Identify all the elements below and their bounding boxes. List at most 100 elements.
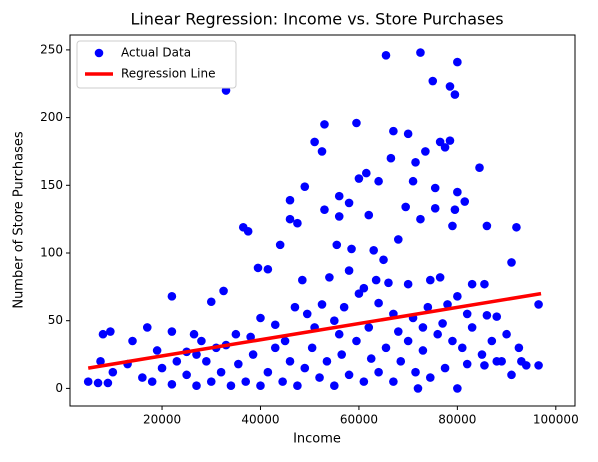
data-point	[512, 222, 521, 232]
data-point	[167, 380, 177, 389]
data-point	[206, 377, 216, 386]
data-point	[403, 279, 413, 289]
data-point	[453, 57, 462, 67]
data-point	[270, 320, 280, 330]
data-point	[334, 329, 344, 339]
regression-line	[87, 291, 542, 370]
data-point	[396, 357, 406, 366]
data-point	[138, 373, 147, 382]
y-tick-label: 200	[40, 110, 63, 124]
data-point	[425, 275, 435, 285]
data-point	[234, 359, 243, 369]
x-tick-label: 80000	[438, 413, 476, 427]
data-point	[128, 336, 137, 346]
data-point	[477, 350, 487, 359]
data-point	[263, 264, 273, 274]
data-point	[425, 373, 435, 382]
data-point	[300, 363, 310, 373]
data-point	[371, 275, 381, 285]
data-point	[157, 363, 167, 373]
data-point	[307, 343, 317, 353]
data-point	[202, 357, 211, 366]
data-point	[352, 118, 361, 128]
data-point	[453, 187, 462, 197]
data-point	[206, 297, 216, 307]
chart-title: Linear Regression: Income vs. Store Purc…	[130, 10, 503, 29]
data-point	[416, 214, 425, 224]
data-point	[332, 240, 342, 250]
data-point	[534, 361, 543, 370]
data-point	[302, 309, 312, 319]
data-point	[325, 273, 334, 282]
data-point	[293, 218, 302, 228]
data-point	[453, 292, 462, 301]
data-point	[219, 286, 228, 296]
data-point	[475, 163, 484, 172]
data-point	[310, 137, 319, 147]
data-point	[393, 235, 403, 244]
data-point	[507, 258, 516, 267]
data-point	[482, 221, 492, 231]
data-point	[147, 377, 157, 386]
y-tick-label: 150	[40, 178, 63, 192]
data-point	[430, 204, 440, 213]
data-point	[256, 313, 265, 323]
data-point	[521, 361, 531, 370]
data-point	[482, 310, 492, 320]
data-point	[393, 327, 403, 336]
data-point	[381, 51, 391, 60]
data-point	[96, 357, 105, 366]
data-point	[448, 336, 457, 346]
data-point	[507, 370, 516, 380]
data-point	[317, 147, 327, 156]
data-point	[285, 214, 295, 224]
data-point	[497, 357, 506, 366]
data-point	[256, 381, 265, 390]
data-point	[384, 278, 393, 288]
data-point	[418, 323, 428, 332]
data-point	[270, 343, 280, 353]
data-point	[514, 343, 524, 353]
data-point	[421, 147, 430, 156]
data-point	[379, 255, 388, 265]
data-point	[253, 263, 263, 273]
data-point	[167, 292, 177, 301]
data-point	[366, 354, 376, 363]
data-point	[300, 182, 310, 191]
data-point	[411, 157, 420, 167]
legend-marker	[94, 48, 104, 58]
data-point	[320, 120, 329, 129]
data-point	[381, 343, 391, 353]
data-point	[450, 90, 460, 99]
data-point	[246, 332, 255, 342]
data-point	[142, 323, 152, 332]
data-point	[330, 316, 339, 325]
data-point	[467, 323, 477, 332]
y-axis-label: Number of Store Purchases	[12, 131, 27, 309]
data-point	[374, 298, 383, 308]
data-point	[492, 312, 502, 321]
data-point	[334, 191, 344, 201]
data-point	[438, 319, 447, 328]
data-point	[460, 197, 470, 206]
data-point	[241, 377, 251, 386]
data-point	[354, 174, 364, 183]
data-point	[167, 327, 177, 336]
legend-box	[76, 40, 237, 89]
data-point	[334, 212, 344, 221]
data-point	[435, 273, 445, 282]
data-point	[418, 346, 428, 355]
data-point	[248, 350, 258, 359]
data-point	[502, 329, 511, 339]
data-point	[403, 129, 413, 139]
data-point	[487, 336, 497, 346]
data-point	[411, 367, 420, 377]
data-point	[462, 359, 472, 369]
data-point	[330, 381, 339, 390]
data-point	[462, 309, 472, 319]
y-tick-label: 0	[55, 381, 63, 395]
data-point	[480, 279, 489, 289]
data-point	[285, 357, 295, 366]
data-point	[93, 378, 103, 388]
data-point	[317, 300, 327, 309]
